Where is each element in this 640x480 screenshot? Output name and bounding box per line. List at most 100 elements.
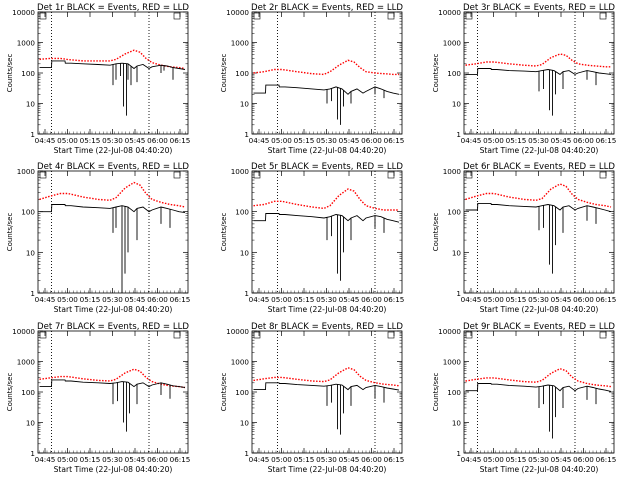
x-tick-label: 06:00	[147, 136, 168, 145]
y-axis-label: Counts/sec	[6, 373, 14, 412]
x-tick-label: 06:00	[147, 455, 168, 464]
x-tick-label: 05:00	[271, 136, 292, 145]
y-tick-label: 10	[452, 100, 462, 109]
corner-marker-box	[599, 12, 607, 20]
y-tick-label: 10000	[226, 327, 249, 336]
chart-panel-5: Det 5r BLACK = Events, RED = LLD 1 10 100 10…	[220, 162, 404, 314]
y-tick-label: 1	[244, 449, 249, 458]
panel-title: Det 3r BLACK = Events, RED = LLD	[463, 3, 615, 13]
chart-panel-3: Det 3r BLACK = Events, RED = LLD 1 10 100 10…	[432, 3, 616, 155]
y-tick-label: 100	[21, 388, 35, 397]
x-tick-label: 05:30	[102, 136, 123, 145]
x-tick-label: 04:45	[35, 136, 56, 145]
y-tick-label: 1	[30, 449, 35, 458]
x-tick-label: 05:45	[125, 295, 146, 304]
y-tick-label: 100	[447, 388, 461, 397]
x-tick-label: 04:45	[249, 455, 270, 464]
corner-marker-box	[465, 12, 473, 20]
y-tick-label: 100	[447, 208, 461, 217]
corner-marker-box	[387, 12, 395, 20]
y-tick-label: 1	[30, 289, 35, 298]
series-lld-line	[253, 188, 399, 211]
corner-marker-box	[173, 12, 181, 20]
y-axis-label: Counts/sec	[432, 373, 440, 412]
series-lld-line	[39, 181, 186, 208]
x-tick-label: 06:00	[361, 136, 382, 145]
series-events-line	[39, 60, 186, 70]
panel-title: Det 7r BLACK = Events, RED = LLD	[37, 322, 189, 332]
x-tick-label: 05:00	[57, 295, 78, 304]
x-tick-label: 05:30	[528, 455, 549, 464]
x-tick-label: 04:45	[461, 136, 482, 145]
x-axis-label: Start Time (22-Jul-08 04:40:20)	[54, 305, 173, 314]
panel-title: Det 9r BLACK = Events, RED = LLD	[463, 322, 615, 332]
y-tick-label: 10	[26, 100, 36, 109]
x-tick-label: 05:15	[80, 136, 101, 145]
x-tick-label: 05:45	[125, 455, 146, 464]
y-tick-label: 100	[235, 388, 249, 397]
x-tick-label: 06:00	[361, 295, 382, 304]
corner-marker-box	[39, 331, 47, 339]
series-events-line	[465, 383, 612, 392]
y-tick-label: 1	[30, 130, 35, 139]
corner-marker-box	[39, 12, 47, 20]
panel-title: Det 6r BLACK = Events, RED = LLD	[463, 162, 615, 172]
series-lld-line	[253, 59, 399, 76]
series-events-line	[465, 202, 612, 213]
x-tick-label: 05:00	[57, 136, 78, 145]
x-tick-label: 05:30	[102, 295, 123, 304]
panel-title: Det 1r BLACK = Events, RED = LLD	[37, 3, 189, 13]
x-axis-label: Start Time (22-Jul-08 04:40:20)	[268, 146, 387, 155]
x-axis-label: Start Time (22-Jul-08 04:40:20)	[268, 465, 387, 474]
x-tick-label: 05:30	[316, 136, 337, 145]
y-axis-label: Counts/sec	[432, 213, 440, 252]
x-tick-label: 05:15	[506, 455, 527, 464]
x-tick-label: 05:30	[528, 295, 549, 304]
x-tick-label: 05:45	[551, 295, 572, 304]
chart-panel-6: Det 6r BLACK = Events, RED = LLD 1 10 100 10…	[432, 162, 616, 314]
x-tick-label: 06:00	[361, 455, 382, 464]
x-tick-label: 05:30	[102, 455, 123, 464]
x-tick-label: 05:00	[57, 455, 78, 464]
y-tick-label: 1000	[231, 167, 250, 176]
y-tick-label: 10	[240, 100, 250, 109]
plot-frame	[37, 170, 189, 294]
y-tick-label: 1	[456, 289, 461, 298]
x-tick-label: 05:15	[294, 136, 315, 145]
y-tick-label: 1	[456, 130, 461, 139]
x-tick-label: 05:15	[80, 295, 101, 304]
x-axis-label: Start Time (22-Jul-08 04:40:20)	[480, 465, 599, 474]
y-tick-label: 1	[244, 289, 249, 298]
corner-marker-box	[599, 171, 607, 179]
x-tick-label: 05:45	[339, 455, 360, 464]
y-tick-label: 10000	[12, 327, 35, 336]
x-tick-label: 06:15	[596, 455, 617, 464]
y-tick-label: 1000	[231, 358, 250, 367]
x-tick-label: 05:30	[316, 455, 337, 464]
x-tick-label: 05:00	[483, 455, 504, 464]
x-tick-label: 04:45	[35, 455, 56, 464]
x-tick-label: 06:15	[384, 295, 405, 304]
x-tick-label: 05:00	[271, 455, 292, 464]
x-tick-label: 05:15	[294, 455, 315, 464]
corner-marker-box	[465, 331, 473, 339]
series-events-line	[465, 68, 612, 75]
y-tick-label: 1	[244, 130, 249, 139]
y-tick-label: 10	[26, 419, 36, 428]
y-tick-label: 100	[235, 69, 249, 78]
y-tick-label: 10	[452, 419, 462, 428]
y-tick-label: 1000	[17, 39, 36, 48]
y-axis-label: Counts/sec	[220, 213, 228, 252]
chart-panel-1: Det 1r BLACK = Events, RED = LLD 1 10 100 10…	[6, 3, 190, 155]
y-tick-label: 1000	[443, 167, 462, 176]
y-tick-label: 100	[235, 208, 249, 217]
y-tick-label: 10	[26, 248, 36, 257]
y-tick-label: 100	[21, 69, 35, 78]
series-events-line	[253, 213, 400, 223]
panel-title: Det 2r BLACK = Events, RED = LLD	[251, 3, 403, 13]
x-tick-label: 06:15	[170, 455, 191, 464]
y-tick-label: 1000	[443, 39, 462, 48]
plot-frame	[463, 170, 615, 294]
